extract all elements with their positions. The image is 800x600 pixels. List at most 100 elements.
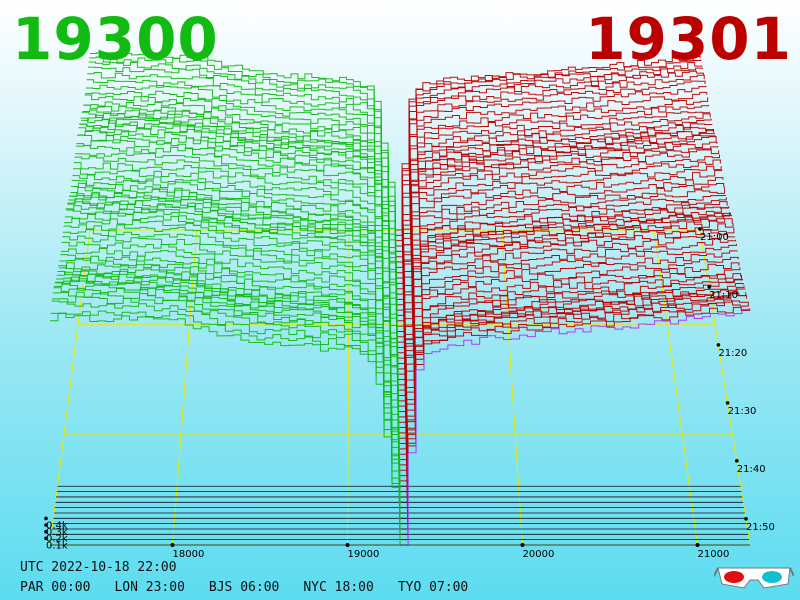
ask-depth-line (397, 148, 720, 348)
ask-depth-line (395, 56, 701, 231)
bid-depth-line (81, 111, 397, 295)
depth-tick-dot (44, 523, 48, 527)
bid-depth-line (63, 224, 399, 439)
bid-depth-line (84, 94, 397, 273)
bid-depth-line (77, 130, 398, 327)
timezone-0: PAR 00:00 (20, 580, 91, 595)
bid-depth-line (90, 52, 396, 230)
ask-depth-line (396, 132, 715, 322)
ask-depth-line (398, 238, 737, 455)
depth-tick-label: 0.1k (46, 540, 68, 551)
bid-depth-line (87, 72, 396, 252)
ask-depth-line (396, 141, 718, 338)
ask-depth-line (398, 223, 734, 439)
x-tick-label: 19000 (348, 549, 380, 560)
depth-tick-dot (44, 536, 48, 541)
bid-depth-line (58, 265, 400, 481)
ask-depth-line (398, 233, 736, 450)
ask-depth-line (399, 273, 742, 487)
bid-depth-line (55, 276, 400, 503)
ask-depth-line (399, 262, 740, 477)
utc-time: UTC 2022-10-18 22:00 (20, 560, 177, 575)
ask-depth-line (395, 62, 703, 242)
depth-tick-label: 0.3k (46, 527, 68, 538)
bid-depth-line (50, 312, 401, 545)
ask-depth-line (397, 170, 723, 370)
bid-depth-line (61, 241, 400, 455)
ask-depth-line (398, 250, 738, 466)
depth-tick-dot (44, 516, 48, 521)
time-tick-label: 21:50 (746, 522, 775, 533)
ask-depth-line (397, 177, 724, 375)
bid-depth-line (53, 287, 401, 519)
ask-depth-line (400, 306, 750, 541)
bid-depth-line (52, 296, 401, 529)
bid-depth-line (64, 217, 399, 433)
bid-depth-line (83, 101, 397, 279)
bid-depth-line (88, 61, 396, 241)
ask-depth-line (398, 243, 737, 461)
ask-depth-line (396, 136, 717, 332)
depth-tick-dot (44, 529, 48, 534)
ask-depth-line (397, 159, 721, 359)
bid-depth-line (72, 174, 398, 369)
time-tick-dot (744, 517, 748, 521)
ask-depth-line (399, 274, 743, 493)
ask-depth-line (399, 291, 747, 519)
bid-depth-line (60, 254, 400, 465)
x-tick-label: 18000 (173, 549, 205, 560)
ask-depth-line (397, 154, 720, 354)
ask-depth-line (396, 104, 709, 284)
bid-depth-line (74, 156, 398, 353)
bid-depth-line (51, 300, 401, 535)
ask-depth-line (397, 182, 725, 380)
time-tick-dot (716, 343, 721, 347)
price-gridline (172, 229, 198, 546)
ask-depth-line (399, 267, 741, 482)
ask-depth-line (398, 218, 733, 434)
timezone-1: LON 23:00 (114, 580, 185, 595)
ask-depth-line (396, 111, 710, 290)
bid-depth-line (73, 168, 398, 364)
ask-depth-line (396, 128, 715, 316)
ask-depth-line (396, 118, 712, 300)
ask-depth-line (395, 97, 709, 279)
axis-labels: 18000 19000 20000 21000 0.1k0.2k0.3k0.4k 21:0… (44, 227, 775, 560)
ask-depth-line (398, 212, 731, 418)
bid-depth-line (62, 229, 399, 444)
bid-depth-line (85, 90, 397, 268)
bid-depth-line (82, 109, 397, 289)
bid-price: 19300 (12, 5, 219, 73)
time-tick-dot (707, 285, 711, 289)
ask-depth-line (397, 194, 726, 391)
bid-depth-line (87, 66, 396, 247)
bid-depth-line (73, 162, 398, 359)
price-gridline (501, 229, 523, 546)
time-tick-label: 21:00 (700, 232, 729, 243)
depth-chart: 18000 19000 20000 21000 0.1k0.2k0.3k0.4k 21:0… (44, 52, 775, 560)
timezones: PAR 00:00 LON 23:00 BJS 06:00 NYC 18:00 TYO … (20, 580, 492, 595)
3d-glasses-icon[interactable] (714, 562, 794, 592)
price-gridline (653, 229, 698, 546)
bid-depth-line (66, 201, 399, 412)
ask-depth-line (395, 80, 706, 263)
ask-depth-line (399, 299, 748, 530)
bid-depth-line (50, 310, 401, 540)
ask-depth-line (395, 67, 704, 247)
bid-depth-line (59, 257, 400, 471)
ask-depth-line (400, 308, 751, 546)
bid-depth-line (58, 262, 400, 476)
ask-depth-line (399, 293, 748, 525)
ask-depth-line (397, 165, 722, 364)
ask-depth-line (396, 113, 711, 295)
bid-depth-line (67, 198, 399, 407)
ask-depth-line (399, 285, 745, 509)
bid-depth-line (85, 84, 397, 263)
timezone-3: NYC 18:00 (303, 580, 374, 595)
bid-depth-line (75, 152, 398, 348)
ask-depth-line (400, 301, 749, 535)
ask-depth-line (396, 126, 714, 311)
timezone-4: TYO 07:00 (397, 580, 469, 595)
ask-depth-line (395, 85, 707, 268)
x-tick-label: 21000 (698, 549, 730, 560)
